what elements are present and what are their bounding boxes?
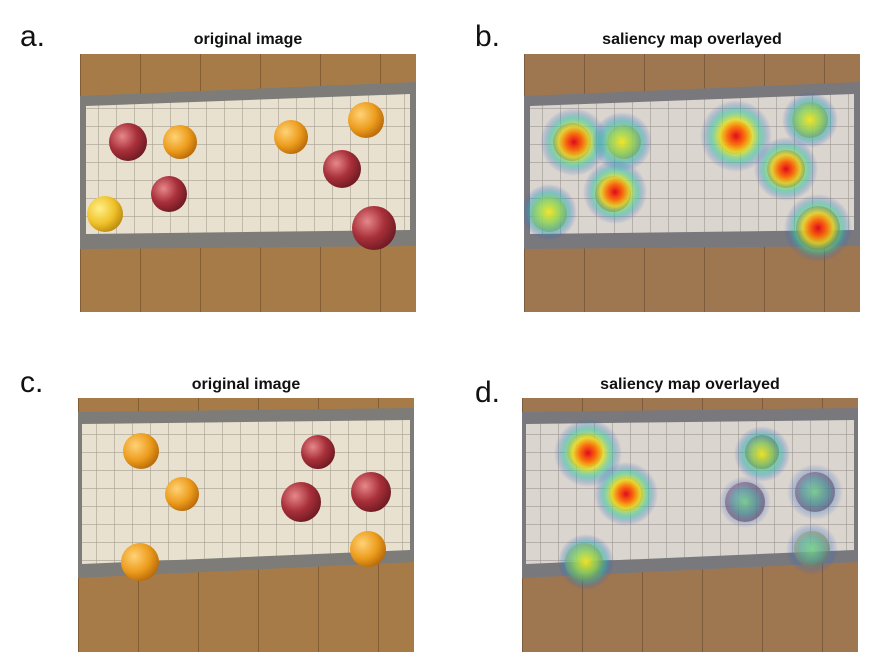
panel-c-photo — [78, 398, 414, 652]
panel-b-letter: b. — [475, 20, 501, 53]
panel-d-title: saliency map overlayed — [600, 376, 780, 393]
panel-c-title: original image — [191, 376, 301, 393]
panel-b-title: saliency map overlayed — [602, 31, 782, 48]
panel-a-photo — [80, 54, 416, 312]
panel-d-photo — [522, 398, 858, 652]
panel-c-letter: c. — [20, 366, 44, 399]
panel-a-letter: a. — [20, 20, 46, 53]
panel-d-letter: d. — [475, 376, 501, 409]
panel-a-title: original image — [193, 31, 303, 48]
panel-b-photo — [524, 54, 860, 312]
